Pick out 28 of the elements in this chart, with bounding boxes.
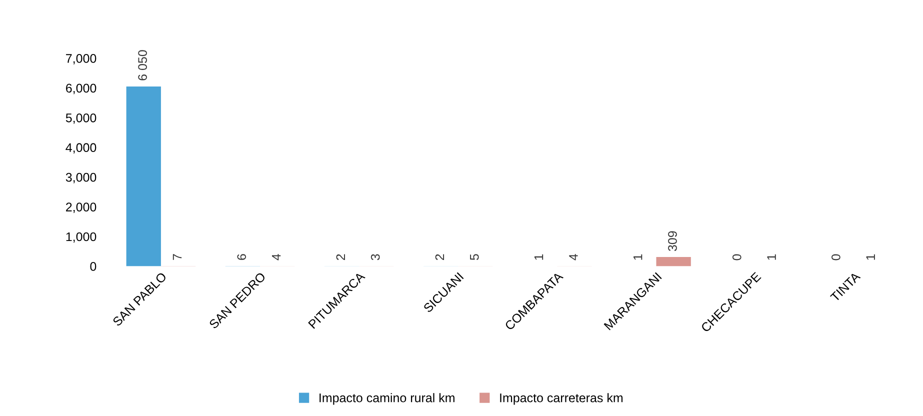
y-tick-label: 0 — [90, 262, 96, 271]
data-label: 4 — [272, 254, 281, 260]
data-label: 0 — [832, 254, 840, 260]
data-label: 5 — [470, 254, 479, 260]
data-label: 2 — [435, 254, 444, 260]
data-label: 3 — [370, 254, 380, 260]
data-label: 1 — [634, 254, 642, 260]
y-tick-label: 1,000 — [66, 232, 96, 243]
y-tick-label: 2,000 — [66, 202, 96, 213]
legend-label: Impacto carreteras km — [500, 393, 623, 405]
data-label: 7 — [172, 254, 182, 260]
bar — [126, 86, 161, 266]
data-label: 1 — [534, 254, 544, 260]
y-tick-label: 5,000 — [66, 113, 96, 124]
y-tick-label: 4,000 — [66, 143, 96, 154]
y-tick-label: 3,000 — [66, 172, 96, 184]
data-label: 0 — [732, 254, 742, 260]
bar — [656, 257, 691, 266]
data-label: 6 — [237, 254, 246, 260]
data-label: 4 — [569, 254, 578, 260]
y-tick-label: 7,000 — [66, 54, 96, 64]
data-label: 309 — [668, 231, 677, 252]
y-tick-label: 6,000 — [66, 84, 96, 94]
data-label: 2 — [336, 254, 345, 260]
data-label: 1 — [866, 254, 875, 260]
data-label: 6 050 — [138, 50, 147, 80]
data-label: 1 — [767, 254, 776, 260]
legend-label: Impacto camino rural km — [320, 393, 454, 405]
